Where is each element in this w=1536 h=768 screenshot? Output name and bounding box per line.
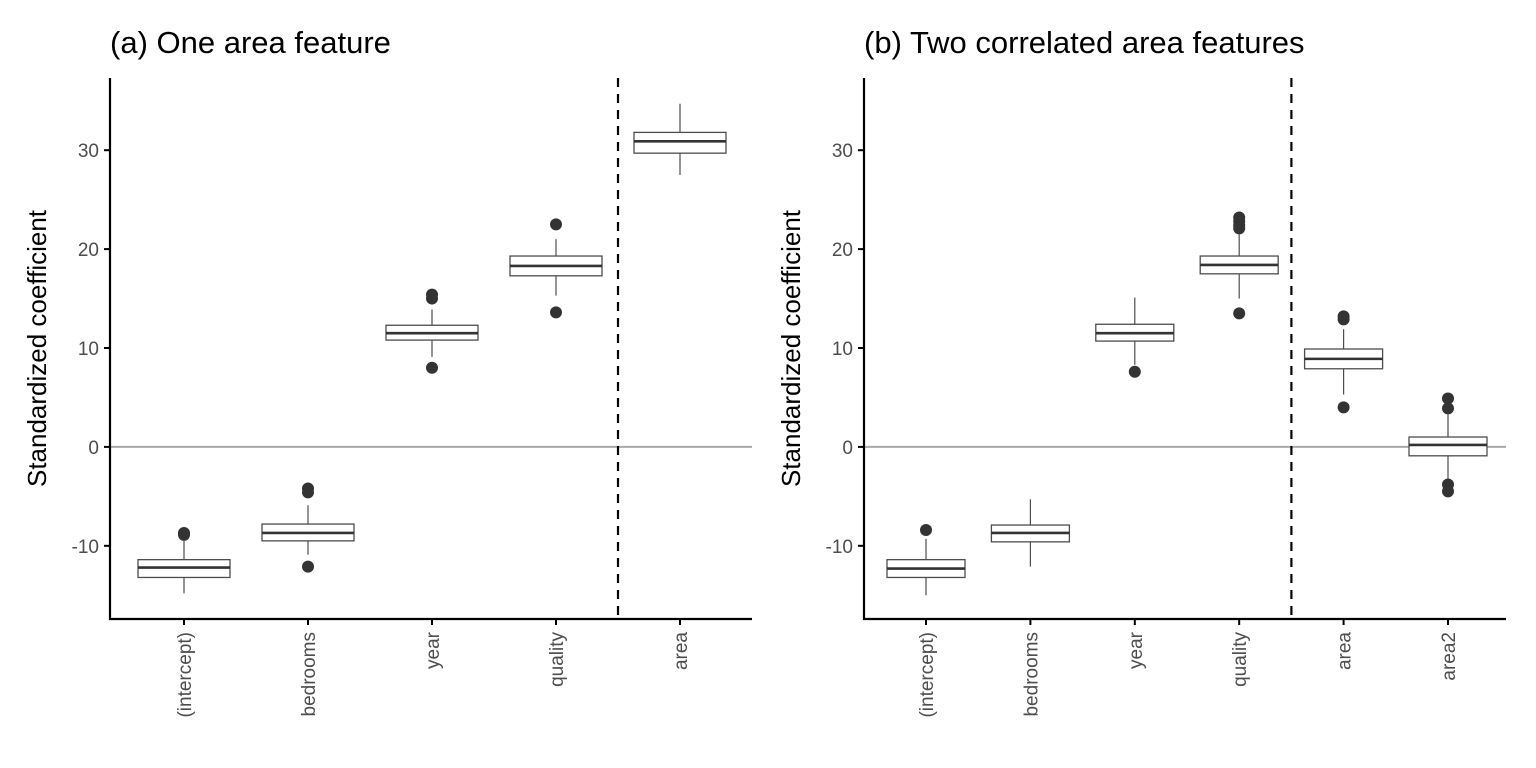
panel-b-title: (b) Two correlated area features xyxy=(864,25,1305,60)
panel-a-title: (a) One area feature xyxy=(110,25,391,60)
box-intercept xyxy=(137,526,231,594)
box-area2 xyxy=(1408,392,1488,498)
x-tick-label: quality xyxy=(547,632,568,687)
x-tick-label: bedrooms xyxy=(299,632,320,717)
box-intercept xyxy=(886,523,966,596)
box-quality xyxy=(1199,211,1279,320)
outlier-point xyxy=(1442,402,1454,415)
x-tick-label: quality xyxy=(1230,632,1251,687)
x-tick-label: (intercept) xyxy=(917,632,938,718)
box-area xyxy=(633,103,727,175)
outlier-point xyxy=(1337,401,1350,414)
x-tick-label: (intercept) xyxy=(175,632,196,718)
panel-b: (b) Two correlated area features Standar… xyxy=(776,25,1506,718)
y-tick-label: 10 xyxy=(832,339,853,360)
outlier-point xyxy=(1233,222,1246,235)
y-tick-label: 0 xyxy=(88,438,99,459)
box-bedrooms xyxy=(261,482,355,573)
outlier-point xyxy=(920,523,932,536)
outlier-point xyxy=(550,218,562,231)
y-tick-label: 20 xyxy=(78,240,99,261)
box-iqr xyxy=(633,131,727,154)
y-tick-label: -10 xyxy=(72,537,99,558)
panel-a-y-axis-title: Standardized coefficient xyxy=(22,209,52,487)
outlier-point xyxy=(550,306,562,319)
x-tick-label: area xyxy=(1335,632,1356,670)
outlier-point xyxy=(1128,365,1141,378)
outlier-point xyxy=(426,361,438,374)
y-tick-label: 0 xyxy=(842,438,853,459)
x-tick-label: bedrooms xyxy=(1021,632,1042,717)
outlier-point xyxy=(426,292,438,305)
y-tick-label: 30 xyxy=(78,141,99,162)
outlier-point xyxy=(1337,313,1350,326)
box-bedrooms xyxy=(990,499,1071,567)
y-tick-label: 20 xyxy=(832,240,853,261)
x-tick-label: year xyxy=(1126,631,1147,669)
y-tick-label: 30 xyxy=(832,141,853,162)
box-year xyxy=(1095,297,1175,378)
y-tick-label: -10 xyxy=(826,537,853,558)
box-year xyxy=(385,288,479,374)
x-tick-label: year xyxy=(423,631,444,669)
y-tick-label: 10 xyxy=(78,339,99,360)
x-tick-label: area2 xyxy=(1439,632,1460,681)
outlier-point xyxy=(1442,392,1454,405)
x-tick-label: area xyxy=(671,632,692,670)
box-quality xyxy=(509,218,603,319)
outlier-point xyxy=(302,560,314,573)
box-area xyxy=(1303,310,1384,414)
outlier-point xyxy=(1233,307,1246,320)
outlier-point xyxy=(178,528,190,541)
panel-b-y-axis-title: Standardized coefficient xyxy=(776,209,806,487)
box-iqr xyxy=(1408,436,1488,457)
outlier-point xyxy=(1442,485,1454,498)
outlier-point xyxy=(302,486,314,499)
panel-a: (a) One area feature Standardized coeffi… xyxy=(22,25,752,718)
